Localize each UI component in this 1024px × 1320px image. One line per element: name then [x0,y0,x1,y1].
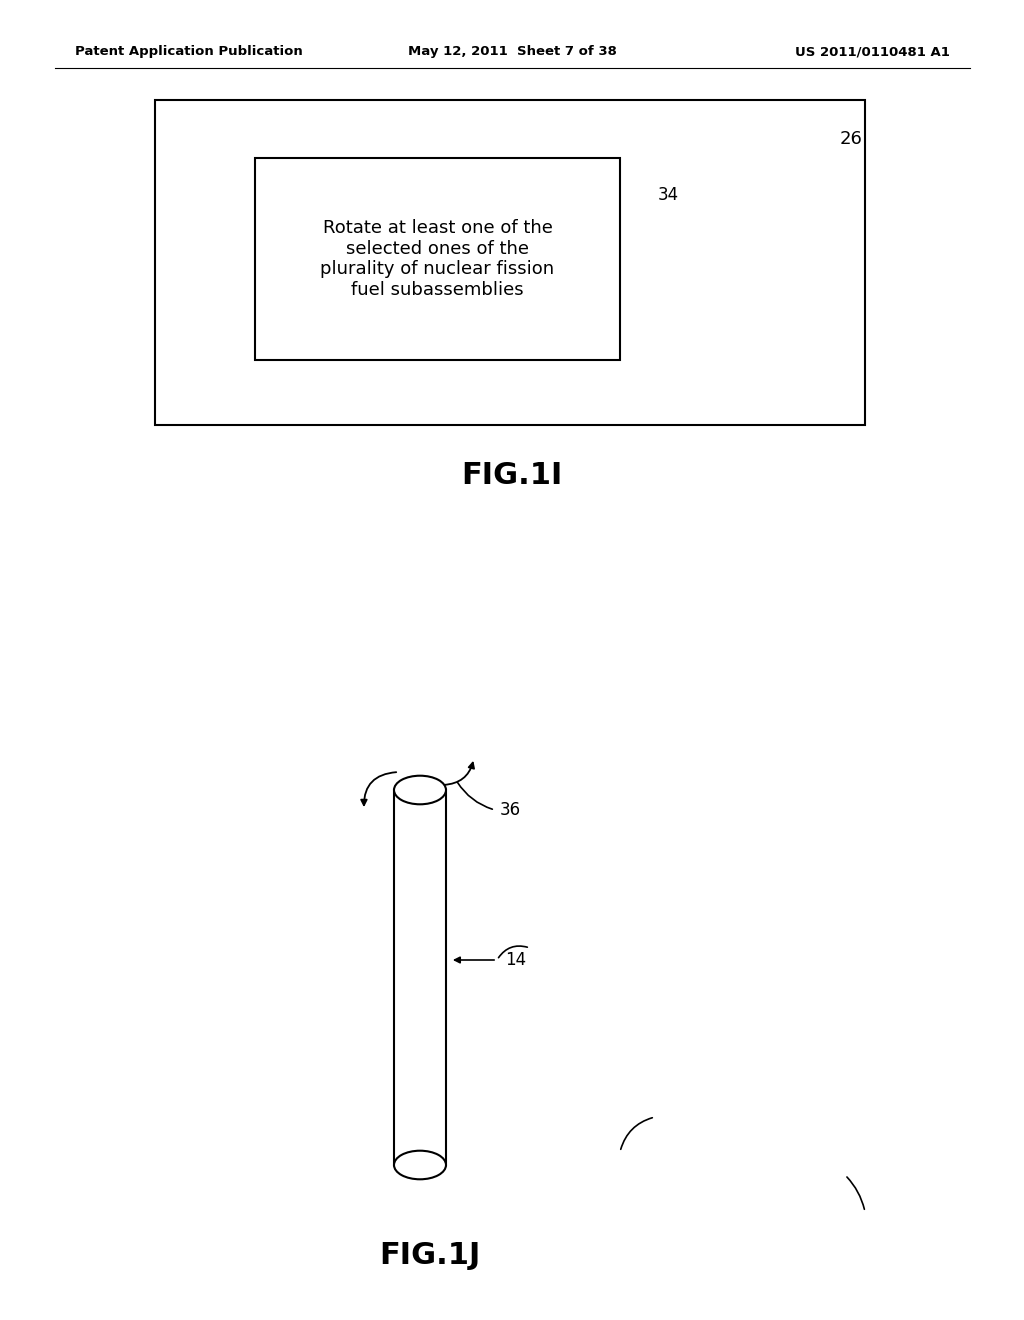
Text: 14: 14 [505,950,526,969]
Text: US 2011/0110481 A1: US 2011/0110481 A1 [795,45,950,58]
Text: 36: 36 [500,801,521,818]
Ellipse shape [394,776,446,804]
Ellipse shape [394,1151,446,1179]
Text: May 12, 2011  Sheet 7 of 38: May 12, 2011 Sheet 7 of 38 [408,45,616,58]
Text: FIG.1J: FIG.1J [379,1241,480,1270]
Bar [155,100,865,425]
Text: 34: 34 [658,186,679,205]
Text: 26: 26 [840,129,863,148]
Text: Rotate at least one of the
selected ones of the
plurality of nuclear fission
fue: Rotate at least one of the selected ones… [321,219,555,300]
Bar [394,789,446,1166]
Bar [255,158,620,360]
Text: Patent Application Publication: Patent Application Publication [75,45,303,58]
Text: FIG.1I: FIG.1I [462,461,562,490]
